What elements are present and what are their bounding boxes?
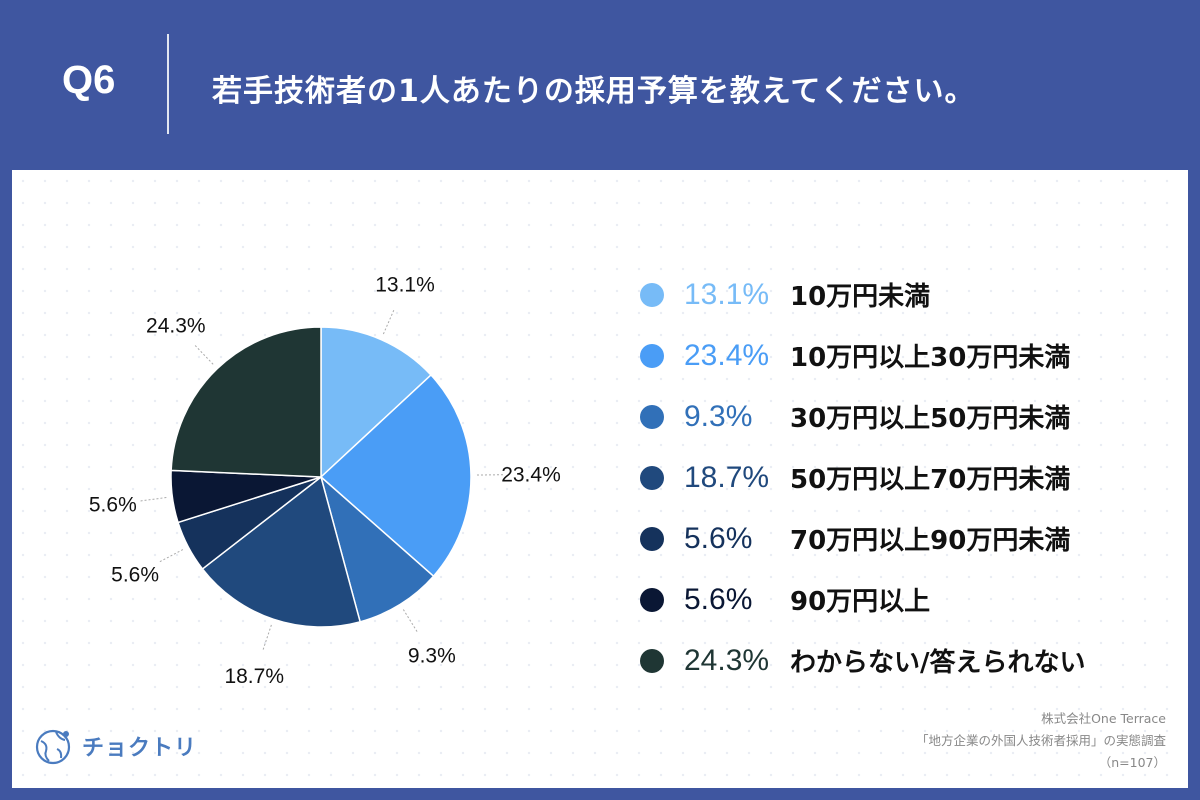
legend-swatch [640, 343, 664, 368]
legend-label: 30万円以上50万円未満 [790, 404, 1071, 434]
logo: チョクトリ [32, 724, 197, 768]
globe-icon [35, 729, 71, 765]
legend-percent: 23.4% [684, 338, 770, 372]
legend-percent: 5.6% [684, 582, 753, 616]
legend-item: 24.3% わからない/答えられない [640, 630, 1180, 691]
legend-percent: 18.7% [684, 460, 770, 494]
pie-data-label: 24.3% [146, 314, 206, 337]
leader-line [262, 624, 272, 650]
source-line: （n=107） [1098, 755, 1166, 770]
pie-data-label: 5.6% [89, 494, 137, 517]
logo-text: チョクトリ [82, 736, 198, 761]
legend-label: 50万円以上70万円未満 [790, 465, 1071, 495]
leader-line [194, 345, 214, 365]
legend-swatch [640, 282, 664, 307]
question-title: 若手技術者の1人あたりの採用予算を教えてください。 [212, 74, 976, 109]
leader-line [402, 609, 418, 632]
header: Q6 若手技術者の1人あたりの採用予算を教えてください。 [0, 0, 1200, 170]
pie-slice-30-50 [319, 474, 435, 623]
pie-slice-unknown [170, 326, 322, 478]
legend-item: 5.6% 70万円以上90万円未満 [640, 508, 1180, 569]
pie-slice-under-10 [320, 326, 433, 479]
legend-percent: 9.3% [684, 399, 753, 433]
legend-label: わからない/答えられない [790, 648, 1086, 678]
source-note: 株式会社One Terrace 「地方企業の外国人技術者採用」の実態調査 （n=… [916, 708, 1166, 774]
legend-swatch [640, 404, 664, 429]
pie-data-label: 13.1% [375, 274, 435, 297]
legend-item: 18.7% 50万円以上70万円未満 [640, 447, 1180, 508]
legend-label: 10万円未満 [790, 282, 931, 312]
legend-label: 90万円以上 [790, 587, 931, 617]
pie-data-label: 9.3% [408, 644, 456, 667]
source-line: 「地方企業の外国人技術者採用」の実態調査 [915, 733, 1166, 748]
legend-item: 13.1% 10万円未満 [640, 264, 1180, 325]
chart-card: 13.1% 23.4% 9.3% 18.7% 5.6% 5.6% 24.3% 13.1% 10… [12, 170, 1188, 788]
legend-swatch [640, 465, 664, 490]
pie-data-label: 23.4% [501, 463, 561, 486]
pie-slice-50-70 [201, 475, 362, 628]
pie-chart: 13.1% 23.4% 9.3% 18.7% 5.6% 5.6% 24.3% [89, 274, 561, 689]
header-divider [167, 34, 169, 134]
legend-percent: 13.1% [684, 277, 770, 311]
legend-item: 23.4% 10万円以上30万円未満 [640, 325, 1180, 386]
leader-line [159, 549, 184, 563]
question-number: Q6 [62, 58, 116, 102]
pie-data-label: 5.6% [111, 564, 159, 587]
source-line: 株式会社One Terrace [1041, 711, 1166, 726]
legend-item: 9.3% 30万円以上50万円未満 [640, 386, 1180, 447]
legend-percent: 5.6% [684, 521, 753, 555]
legend-label: 10万円以上30万円未満 [790, 343, 1071, 373]
pie-data-label: 18.7% [224, 665, 284, 688]
leader-line [140, 497, 167, 502]
legend-swatch [640, 648, 664, 673]
legend-percent: 24.3% [684, 643, 770, 677]
legend: 13.1% 10万円未満 23.4% 10万円以上30万円未満 9.3% 30万円以上50… [640, 264, 1180, 691]
legend-swatch [640, 526, 664, 551]
legend-swatch [640, 587, 664, 612]
legend-label: 70万円以上90万円未満 [790, 526, 1071, 556]
leader-line [382, 309, 395, 335]
legend-item: 5.6% 90万円以上 [640, 569, 1180, 630]
pie-slice-10-30 [319, 373, 472, 578]
